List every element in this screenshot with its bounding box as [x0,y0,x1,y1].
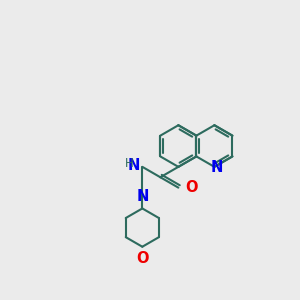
Text: O: O [185,180,198,195]
Text: N: N [136,190,148,205]
Text: H: H [125,158,134,170]
Text: O: O [136,251,148,266]
Text: N: N [210,160,223,175]
Text: N: N [128,158,140,173]
